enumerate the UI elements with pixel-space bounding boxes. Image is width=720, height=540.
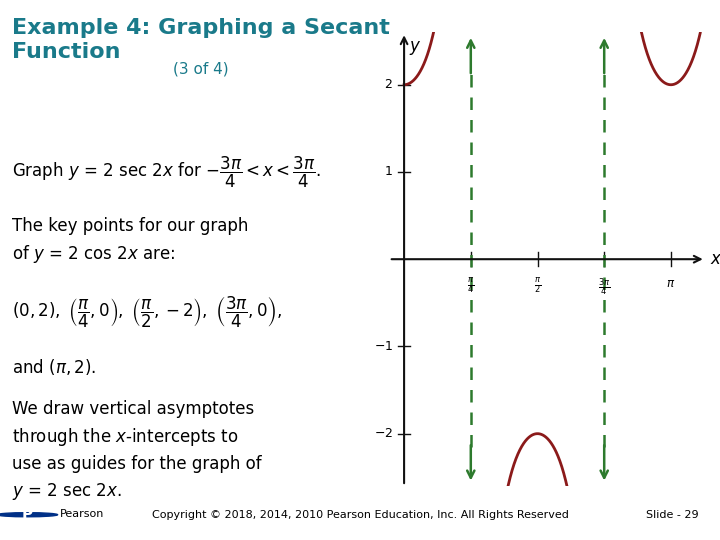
- Text: $y$: $y$: [409, 38, 422, 57]
- Text: $-2$: $-2$: [374, 427, 393, 440]
- Text: $-1$: $-1$: [374, 340, 393, 353]
- Text: The key points for our graph
of $y$ = 2 cos 2$x$ are:: The key points for our graph of $y$ = 2 …: [12, 218, 248, 266]
- Text: and $(\pi, 2)$.: and $(\pi, 2)$.: [12, 357, 96, 377]
- Text: Pearson: Pearson: [60, 509, 104, 519]
- Circle shape: [0, 512, 58, 517]
- Text: We draw vertical asymptotes
through the $x$-intercepts to
use as guides for the : We draw vertical asymptotes through the …: [12, 400, 261, 502]
- Text: $\pi$: $\pi$: [666, 276, 675, 289]
- Text: Graph $y$ = 2 sec 2$x$ for $-\dfrac{3\pi}{4} < x < \dfrac{3\pi}{4}$.: Graph $y$ = 2 sec 2$x$ for $-\dfrac{3\pi…: [12, 155, 320, 190]
- Text: $\frac{3\pi}{4}$: $\frac{3\pi}{4}$: [598, 276, 611, 298]
- Text: P: P: [22, 507, 33, 522]
- Text: $\frac{\pi}{4}$: $\frac{\pi}{4}$: [467, 276, 474, 296]
- Text: $(0,2),\ \left(\dfrac{\pi}{4},0\right),\ \left(\dfrac{\pi}{2},-2\right),\ \left(: $(0,2),\ \left(\dfrac{\pi}{4},0\right),\…: [12, 294, 282, 329]
- Text: $1$: $1$: [384, 165, 393, 178]
- Text: $2$: $2$: [384, 78, 393, 91]
- Text: $\frac{\pi}{2}$: $\frac{\pi}{2}$: [534, 276, 541, 296]
- Text: $x$: $x$: [710, 250, 720, 268]
- Text: Copyright © 2018, 2014, 2010 Pearson Education, Inc. All Rights Reserved: Copyright © 2018, 2014, 2010 Pearson Edu…: [152, 510, 568, 519]
- Text: Slide - 29: Slide - 29: [646, 510, 698, 519]
- Text: (3 of 4): (3 of 4): [173, 61, 229, 76]
- Text: Example 4: Graphing a Secant
Function: Example 4: Graphing a Secant Function: [12, 18, 390, 62]
